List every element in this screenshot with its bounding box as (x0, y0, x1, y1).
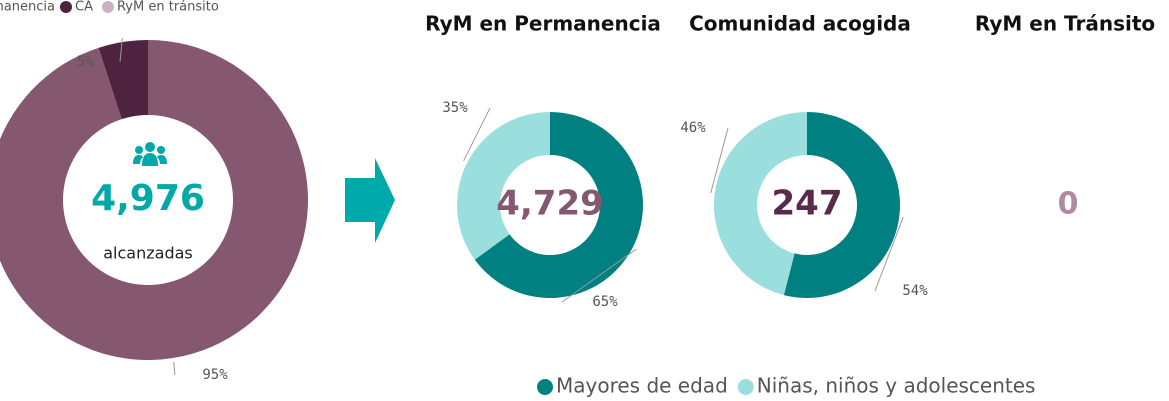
leader-line (561, 248, 637, 303)
leader-line (119, 37, 123, 63)
center-value: 4,729 (496, 184, 604, 224)
arrow (345, 158, 395, 243)
center-subtitle: alcanzadas (103, 244, 193, 263)
legend-swatch (60, 1, 72, 13)
data-label: 46% (680, 120, 706, 136)
chart-title: RyM en Tránsito (975, 12, 1155, 36)
data-label: 95% (202, 367, 228, 383)
donut-slice (474, 112, 643, 298)
legend-swatch (537, 379, 553, 395)
people-icon (133, 142, 167, 166)
legend-swatch (101, 1, 114, 13)
donut-slice (713, 112, 807, 296)
chart-title: RyM en Permanencia (425, 12, 661, 36)
center-value: 4,976 (91, 178, 205, 219)
donut-slice (98, 40, 148, 120)
data-label: 35% (442, 100, 468, 116)
legend-label: Niñas, niños y adolescentes (757, 374, 1036, 398)
legend-label: RyM en Permanencia (0, 0, 55, 15)
data-label: 5% (77, 54, 94, 70)
leader-line (874, 216, 904, 292)
data-label: 54% (902, 283, 928, 299)
donut-slice (783, 112, 900, 298)
leader-line (173, 361, 176, 376)
leader-line (463, 107, 491, 162)
data-label: 65% (592, 294, 618, 310)
legend-label: RyM en tránsito (117, 0, 219, 15)
legend-label: Mayores de edad (556, 374, 728, 398)
legend-label: CA (75, 0, 93, 15)
center-value: 247 (772, 184, 843, 224)
donut-slice (0, 40, 308, 360)
card-value: 0 (1058, 187, 1079, 222)
leader-line (710, 127, 729, 193)
legend-swatch (737, 379, 754, 395)
donut-slice (457, 112, 550, 260)
chart-title: Comunidad acogida (689, 12, 911, 36)
